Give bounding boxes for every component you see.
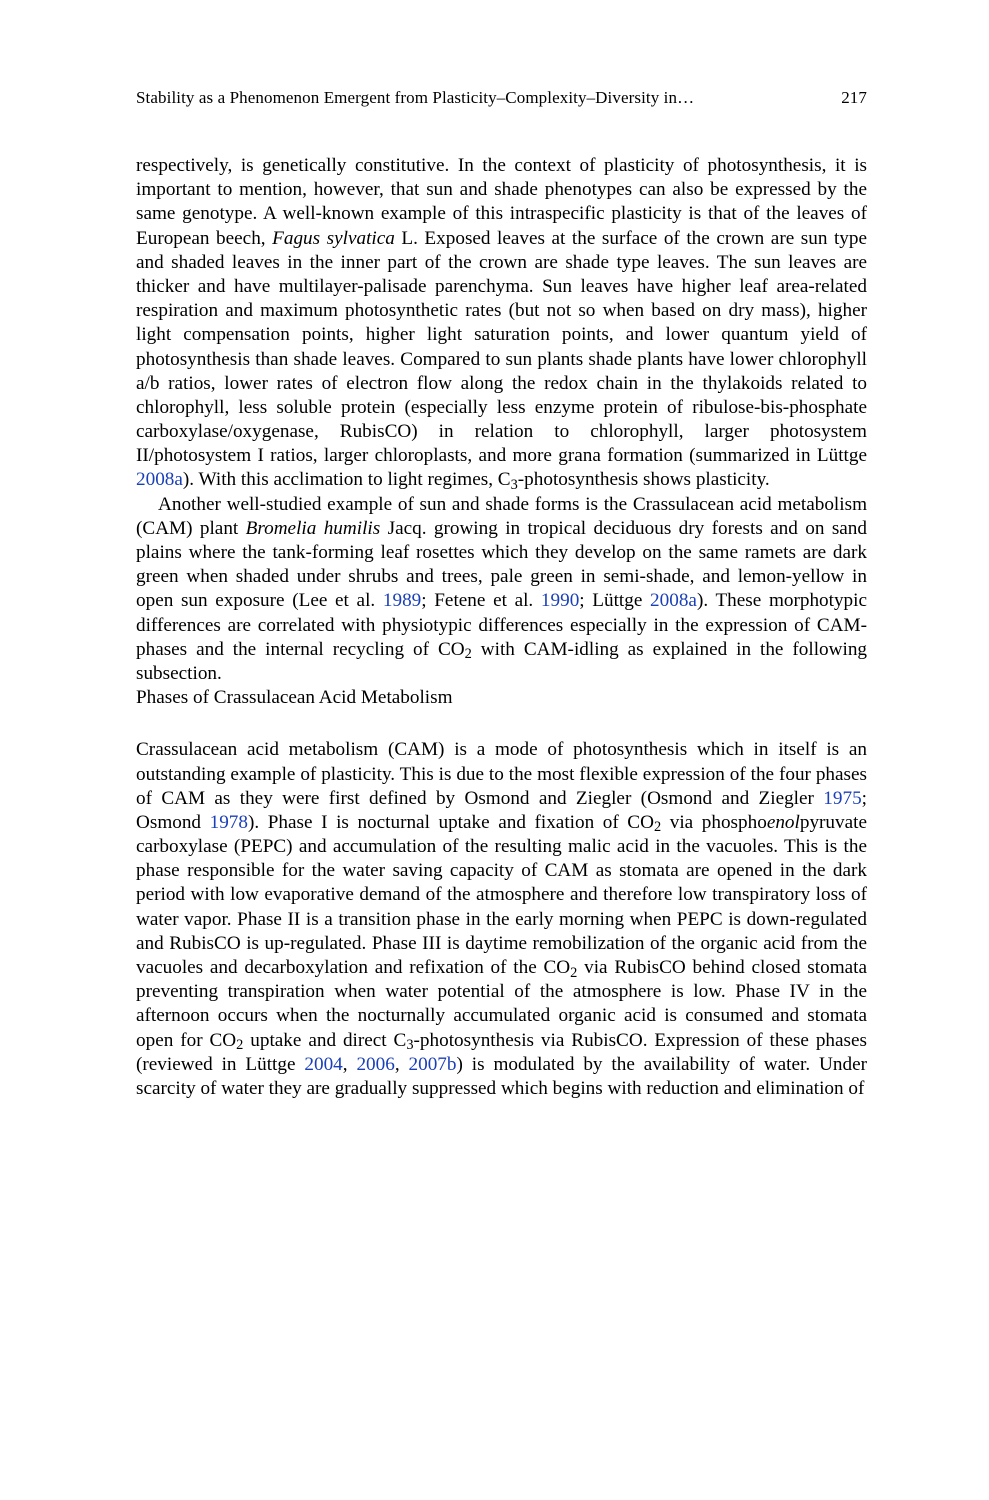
subscript: 2	[570, 965, 577, 981]
citation-year[interactable]: 2007b	[409, 1054, 457, 1075]
text-run: ,	[343, 1054, 357, 1075]
page-container: Stability as a Phenomenon Emergent from …	[0, 0, 989, 1201]
text-run: pyruvate carboxylase (PEPC) and accumula…	[136, 812, 867, 978]
species-name: Bromelia humilis	[246, 518, 381, 539]
citation-year[interactable]: 2008a	[650, 590, 697, 611]
text-run: ,	[395, 1054, 409, 1075]
citation-year[interactable]: 2004	[304, 1054, 342, 1075]
paragraph-1: respectively, is genetically constitutiv…	[136, 154, 867, 493]
text-run: ). Phase I is nocturnal uptake and fixat…	[248, 812, 654, 833]
subscript: 2	[465, 646, 472, 662]
citation-year[interactable]: 1975	[823, 788, 861, 809]
subscript: 3	[511, 477, 518, 493]
italic-term: enol	[767, 812, 800, 833]
body-text: respectively, is genetically constitutiv…	[136, 154, 867, 1101]
citation-year[interactable]: 2006	[356, 1054, 394, 1075]
subheading-phases: Phases of Crassulacean Acid Metabolism	[136, 686, 867, 710]
text-run: ). With this acclimation to light regime…	[183, 469, 511, 490]
subscript: 3	[406, 1037, 413, 1053]
text-run: L. Exposed leaves at the surface of the …	[136, 228, 867, 467]
running-title: Stability as a Phenomenon Emergent from …	[136, 88, 694, 108]
text-run: uptake and direct C	[243, 1030, 406, 1051]
citation-year[interactable]: 2008a	[136, 469, 183, 490]
species-name: Fagus sylvatica	[272, 228, 395, 249]
text-run: via phospho	[661, 812, 767, 833]
paragraph-2: Another well-studied example of sun and …	[136, 493, 867, 687]
running-header: Stability as a Phenomenon Emergent from …	[136, 88, 867, 108]
text-run: Crassulacean acid metabolism (CAM) is a …	[136, 739, 867, 808]
paragraph-3: Crassulacean acid metabolism (CAM) is a …	[136, 738, 867, 1101]
citation-year[interactable]: 1989	[383, 590, 421, 611]
text-run: ; Fetene et al.	[421, 590, 541, 611]
citation-year[interactable]: 1978	[210, 812, 248, 833]
text-run: ; Lüttge	[579, 590, 650, 611]
subscript: 2	[654, 819, 661, 835]
text-run: -photosynthesis shows plasticity.	[518, 469, 770, 490]
citation-year[interactable]: 1990	[541, 590, 579, 611]
page-number: 217	[841, 88, 867, 108]
subscript: 2	[236, 1037, 243, 1053]
